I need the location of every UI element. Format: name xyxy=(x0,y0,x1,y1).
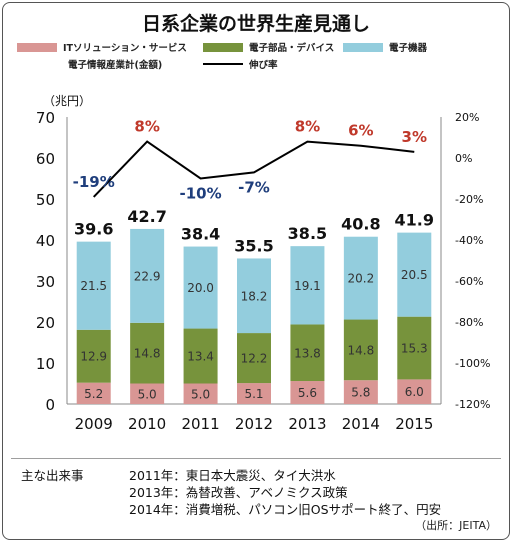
bar-value-label: 19.1 xyxy=(294,279,321,293)
bar-segment xyxy=(130,383,165,404)
y-unit-label: （兆円） xyxy=(43,94,91,108)
bar-segment xyxy=(343,380,378,404)
event-item: 2014年：消費増税、パソコン旧OSサポート終了、円安 xyxy=(129,502,442,517)
bar-segment xyxy=(183,246,218,329)
y-right-tick-label: -60% xyxy=(455,275,483,288)
growth-rate-label: -19% xyxy=(73,173,115,191)
bar-segment xyxy=(76,329,111,383)
growth-rate-label: 8% xyxy=(295,118,320,136)
bar-total-label: 38.4 xyxy=(181,225,220,244)
source-note: （出所：JEITA） xyxy=(415,519,497,532)
bar-value-label: 21.5 xyxy=(80,279,107,293)
y-left-tick-label: 20 xyxy=(36,314,55,332)
bar-value-label: 12.2 xyxy=(241,352,268,366)
bar-value-label: 20.5 xyxy=(401,268,428,282)
legend-label: ITソリューション・サービス xyxy=(63,42,187,54)
legend-swatch xyxy=(17,43,57,52)
x-tick-label: 2015 xyxy=(395,415,433,433)
growth-rate-label: -10% xyxy=(180,185,222,203)
growth-rate-label: 6% xyxy=(348,122,373,140)
bar-value-label: 20.0 xyxy=(187,281,214,295)
bar-segment xyxy=(397,379,432,404)
bar-value-label: 5.1 xyxy=(244,387,263,401)
y-right-tick-label: 0% xyxy=(455,152,472,165)
bar-segment xyxy=(397,232,432,317)
y-right-tick-label: -40% xyxy=(455,234,483,247)
y-left-tick-label: 60 xyxy=(36,150,55,168)
y-right-tick-label: -20% xyxy=(455,193,483,206)
bar-value-label: 5.0 xyxy=(138,387,157,401)
chart-title: 日系企業の世界生産見通し xyxy=(142,12,370,35)
y-right-tick-label: -100% xyxy=(455,357,490,370)
growth-rate-label: -7% xyxy=(238,178,270,196)
bar-value-label: 5.2 xyxy=(84,387,103,401)
legend-swatch xyxy=(203,43,243,52)
bar-segment xyxy=(130,322,165,384)
bar-segment xyxy=(237,258,271,334)
bar-value-label: 14.8 xyxy=(134,347,161,361)
legend-swatch xyxy=(343,43,383,52)
bar-total-label: 42.7 xyxy=(127,207,166,226)
chart-canvas: 日系企業の世界生産見通し ITソリューション・サービス 電子部品・デバイス 電子機器電… xyxy=(17,12,490,433)
y-left-tick-label: 40 xyxy=(36,232,55,250)
bar-value-label: 20.2 xyxy=(347,272,374,286)
x-tick-label: 2010 xyxy=(128,415,166,433)
bar-value-label: 14.8 xyxy=(347,343,374,357)
bar-value-label: 12.9 xyxy=(80,350,107,364)
bar-value-label: 15.3 xyxy=(401,342,428,356)
x-tick-label: 2012 xyxy=(235,415,273,433)
legend-label: 伸び率 xyxy=(248,59,278,71)
x-tick-label: 2014 xyxy=(342,415,380,433)
legend-label: 電子部品・デバイス xyxy=(249,42,334,54)
bar-segment xyxy=(76,382,111,404)
y-right-tick-label: -120% xyxy=(455,398,490,411)
growth-rate-line xyxy=(92,140,415,198)
bar-value-label: 5.8 xyxy=(351,386,370,400)
bar-value-label: 22.9 xyxy=(134,269,161,283)
bar-segment xyxy=(397,316,432,380)
bar-segment xyxy=(183,328,218,384)
bar-segment xyxy=(343,236,378,320)
y-left-tick-label: 0 xyxy=(45,396,55,414)
bar-value-label: 6.0 xyxy=(405,385,424,399)
bar-segment xyxy=(290,246,325,325)
bar-value-label: 18.2 xyxy=(241,289,268,303)
bar-segment xyxy=(237,383,271,404)
legend-label: 電子機器 xyxy=(389,42,428,54)
events-box: 主な出来事 2011年：東日本大震災、タイ大洪水 2013年：為替改善、アベノミ… xyxy=(11,458,501,519)
bar-total-label: 41.9 xyxy=(395,211,434,230)
bar-segment xyxy=(237,333,271,384)
y-right-tick-label: 20% xyxy=(455,111,479,124)
x-tick-label: 2011 xyxy=(181,415,219,433)
y-left-tick-label: 30 xyxy=(36,273,55,291)
bar-segment xyxy=(130,228,165,323)
y-left-tick-label: 10 xyxy=(36,355,55,373)
x-tick-label: 2013 xyxy=(288,415,326,433)
legend-label: 電子情報産業計(金額) xyxy=(68,59,162,71)
bar-value-label: 13.4 xyxy=(187,350,214,364)
bar-total-label: 35.5 xyxy=(234,236,273,255)
bar-value-label: 5.6 xyxy=(298,386,317,400)
growth-rate-label: 3% xyxy=(402,128,427,146)
bar-segment xyxy=(290,324,325,382)
bar-segment xyxy=(183,383,218,404)
bar-segment xyxy=(343,319,378,381)
y-right-tick-label: -80% xyxy=(455,316,483,329)
growth-rate-label: 8% xyxy=(134,118,159,136)
y-left-tick-label: 70 xyxy=(36,109,55,127)
bar-total-label: 38.5 xyxy=(288,224,327,243)
events-heading: 主な出来事 xyxy=(21,468,84,483)
bar-value-label: 5.0 xyxy=(191,387,210,401)
bar-total-label: 40.8 xyxy=(341,215,380,234)
event-item: 2011年：東日本大震災、タイ大洪水 xyxy=(129,468,336,483)
x-tick-label: 2009 xyxy=(75,415,113,433)
bar-segment xyxy=(76,241,111,330)
bar-total-label: 39.6 xyxy=(74,220,113,239)
bar-value-label: 13.8 xyxy=(294,346,321,360)
y-left-tick-label: 50 xyxy=(36,191,55,209)
bar-segment xyxy=(290,381,325,404)
event-item: 2013年：為替改善、アベノミクス政策 xyxy=(129,485,348,500)
